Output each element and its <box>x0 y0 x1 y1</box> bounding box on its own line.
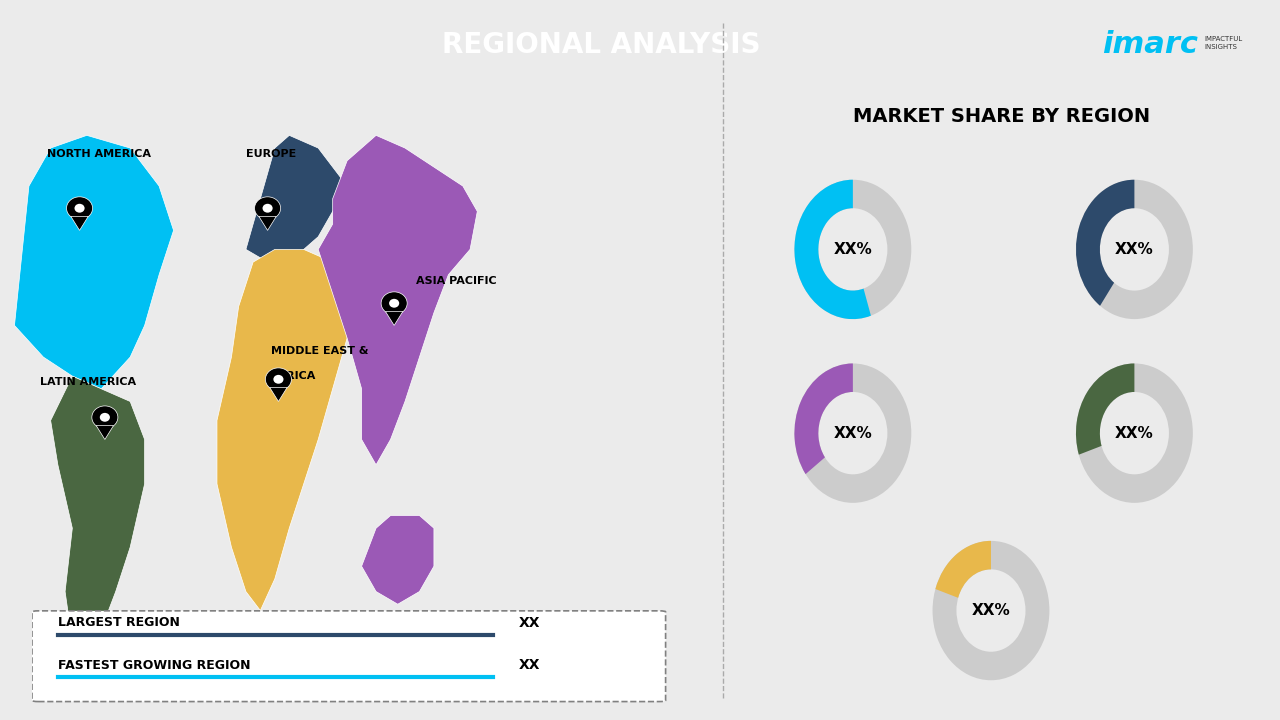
Text: IMPACTFUL
INSIGHTS: IMPACTFUL INSIGHTS <box>1204 36 1243 50</box>
Wedge shape <box>1076 364 1134 455</box>
Polygon shape <box>385 312 403 325</box>
Wedge shape <box>1076 180 1193 319</box>
Text: REGIONAL ANALYSIS: REGIONAL ANALYSIS <box>443 31 760 59</box>
Text: LARGEST REGION: LARGEST REGION <box>58 616 179 629</box>
Polygon shape <box>51 376 145 655</box>
Wedge shape <box>795 180 870 319</box>
Circle shape <box>265 368 292 391</box>
Wedge shape <box>795 364 911 503</box>
Text: LATIN AMERICA: LATIN AMERICA <box>40 377 136 387</box>
Circle shape <box>100 413 110 422</box>
Polygon shape <box>246 135 347 262</box>
Wedge shape <box>1076 180 1134 306</box>
Circle shape <box>274 375 283 384</box>
Polygon shape <box>216 249 347 611</box>
Polygon shape <box>270 387 287 402</box>
Polygon shape <box>361 516 434 604</box>
Circle shape <box>262 204 273 212</box>
Text: AFRICA: AFRICA <box>271 371 316 381</box>
Text: MARKET SHARE BY REGION: MARKET SHARE BY REGION <box>852 107 1151 126</box>
Text: XX: XX <box>518 616 540 630</box>
Wedge shape <box>795 364 852 474</box>
Text: XX%: XX% <box>833 242 872 257</box>
Polygon shape <box>14 135 174 389</box>
FancyBboxPatch shape <box>32 611 666 701</box>
Text: XX: XX <box>518 658 540 672</box>
Text: XX%: XX% <box>1115 426 1153 441</box>
Circle shape <box>255 197 280 220</box>
Circle shape <box>67 197 92 220</box>
Circle shape <box>381 292 407 315</box>
Text: imarc: imarc <box>1102 30 1198 59</box>
Wedge shape <box>1076 364 1193 503</box>
Text: ASIA PACIFIC: ASIA PACIFIC <box>416 276 497 286</box>
Wedge shape <box>936 541 991 598</box>
Circle shape <box>92 406 118 428</box>
Polygon shape <box>259 217 276 230</box>
Wedge shape <box>795 180 911 319</box>
Text: FASTEST GROWING REGION: FASTEST GROWING REGION <box>58 659 250 672</box>
Text: XX%: XX% <box>833 426 872 441</box>
Text: NORTH AMERICA: NORTH AMERICA <box>47 149 151 159</box>
Wedge shape <box>933 541 1050 680</box>
Text: XX%: XX% <box>972 603 1010 618</box>
Text: EUROPE: EUROPE <box>246 149 296 159</box>
Circle shape <box>389 299 399 307</box>
Polygon shape <box>96 426 114 439</box>
Polygon shape <box>319 135 477 465</box>
Circle shape <box>74 204 84 212</box>
Polygon shape <box>70 217 88 230</box>
Text: MIDDLE EAST &: MIDDLE EAST & <box>271 346 369 356</box>
Text: XX%: XX% <box>1115 242 1153 257</box>
